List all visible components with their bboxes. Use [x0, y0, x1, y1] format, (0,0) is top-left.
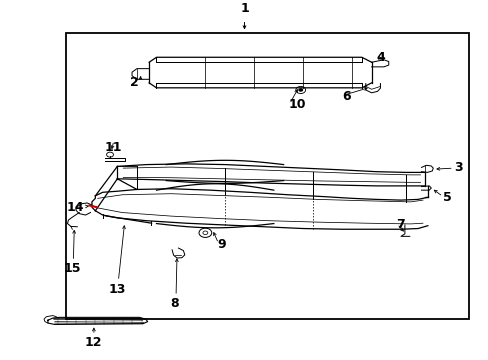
Text: 11: 11 — [104, 141, 122, 154]
Text: 3: 3 — [453, 161, 462, 174]
Text: 4: 4 — [376, 51, 385, 64]
Text: 1: 1 — [240, 3, 248, 15]
Text: 5: 5 — [442, 191, 450, 204]
Text: 12: 12 — [84, 336, 102, 349]
Text: 9: 9 — [217, 238, 226, 251]
Text: 13: 13 — [108, 283, 126, 296]
Bar — [66, 33, 468, 319]
Text: 8: 8 — [170, 297, 179, 310]
Text: 15: 15 — [63, 262, 81, 275]
Text: 14: 14 — [66, 201, 84, 214]
Text: 7: 7 — [395, 219, 404, 231]
Text: 2: 2 — [130, 76, 139, 89]
Text: 6: 6 — [342, 90, 350, 103]
Text: 10: 10 — [288, 98, 305, 111]
Circle shape — [298, 88, 303, 92]
